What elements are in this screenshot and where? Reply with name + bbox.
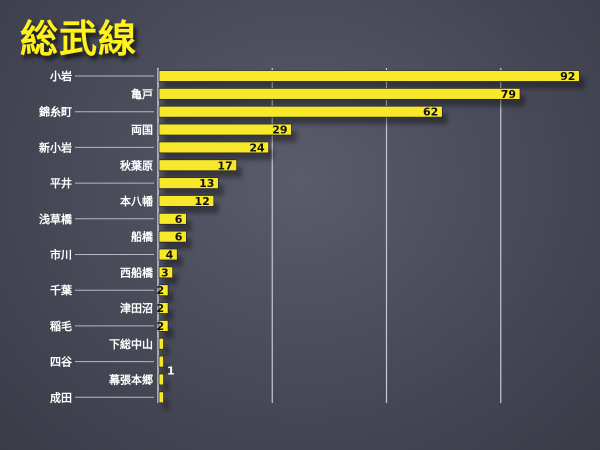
data-label: 4 <box>166 249 174 262</box>
category-label: 亀戸 <box>131 87 153 101</box>
bar <box>158 337 164 350</box>
bar-shadow <box>164 398 169 410</box>
bar-shadow <box>164 327 174 339</box>
bar <box>158 284 169 297</box>
bar-shadow <box>164 166 242 178</box>
bar-shadow <box>164 291 174 303</box>
group-data-label: 1 <box>167 365 175 378</box>
bar-shadow <box>164 77 585 89</box>
data-label: 24 <box>249 141 265 154</box>
bar-shadow <box>164 345 169 357</box>
category-label: 四谷 <box>50 355 73 369</box>
data-label: 13 <box>199 177 214 190</box>
bar-shadow <box>164 184 224 196</box>
category-label: 両国 <box>131 124 153 137</box>
bar <box>158 391 164 404</box>
data-label: 29 <box>272 124 287 137</box>
data-label: 2 <box>156 284 164 297</box>
category-label: 成田 <box>50 390 72 404</box>
category-label: 本八幡 <box>120 194 154 208</box>
category-label: 新小岩 <box>39 140 72 154</box>
bar-shadow <box>164 220 192 232</box>
bar-shadow <box>164 148 274 160</box>
bar <box>158 302 169 314</box>
category-label: 西船橋 <box>120 265 154 279</box>
bar-shadow <box>164 238 192 250</box>
data-label: 17 <box>217 159 232 172</box>
bar <box>158 141 270 154</box>
category-label: 小岩 <box>49 69 72 83</box>
chart-title: 総武線 <box>20 17 138 61</box>
bar <box>158 355 164 368</box>
bar <box>158 212 187 225</box>
category-label: 秋葉原 <box>120 158 153 172</box>
bar-shadow <box>164 256 183 267</box>
bar <box>158 230 187 243</box>
category-label: 平井 <box>50 176 72 190</box>
bar-shadow <box>164 202 219 214</box>
bar <box>158 70 580 82</box>
bar <box>158 319 169 332</box>
category-label: 錦糸町 <box>39 105 72 119</box>
bar-shadow <box>164 363 169 375</box>
data-label: 92 <box>560 70 575 83</box>
bar <box>158 87 521 100</box>
data-label: 79 <box>501 88 516 101</box>
category-label: 稲毛 <box>50 319 72 333</box>
category-label: 下総中山 <box>109 337 153 351</box>
bar <box>158 195 215 207</box>
data-label: 2 <box>156 302 164 315</box>
category-label: 千葉 <box>50 283 73 297</box>
category-label: 津田沼 <box>120 301 153 315</box>
category-label: 船橋 <box>131 230 154 244</box>
bar-shadow <box>164 380 169 392</box>
data-label: 12 <box>195 195 210 208</box>
bar-shadow <box>164 113 448 125</box>
bar-shadow <box>164 309 174 321</box>
data-label: 6 <box>175 231 183 244</box>
data-label: 62 <box>423 106 438 119</box>
bar-shadow <box>164 131 297 143</box>
category-label: 幕張本郷 <box>108 372 153 386</box>
data-label: 2 <box>156 320 164 333</box>
data-label: 6 <box>175 213 183 226</box>
bar <box>158 123 292 136</box>
bar <box>158 159 238 172</box>
bar <box>158 177 219 190</box>
category-label: 市川 <box>50 248 72 262</box>
bar-shadow <box>164 95 526 107</box>
bar-shadow <box>164 273 178 285</box>
category-label: 浅草橋 <box>39 212 73 226</box>
bar <box>158 266 174 279</box>
bar <box>158 248 178 261</box>
data-label: 3 <box>161 266 169 279</box>
bar <box>158 105 443 118</box>
bar <box>158 373 164 386</box>
